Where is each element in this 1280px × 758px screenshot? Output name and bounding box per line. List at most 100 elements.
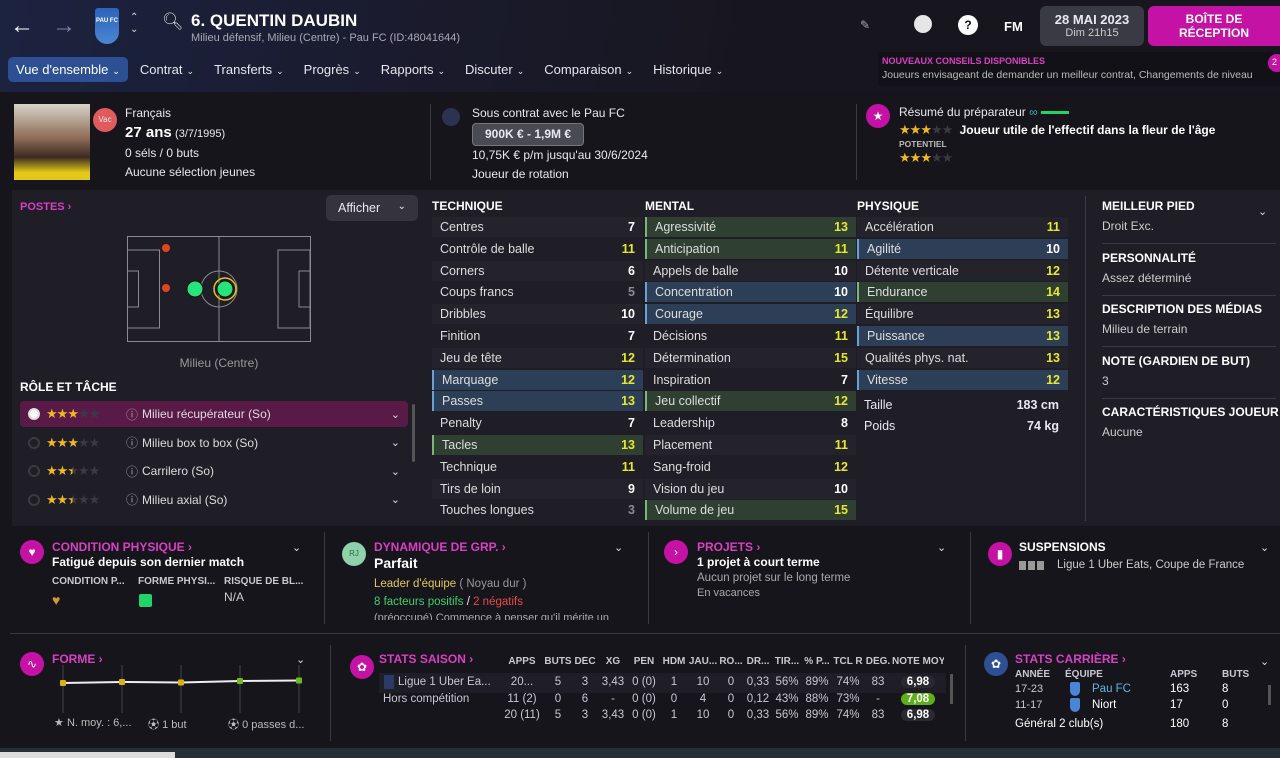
value-tag[interactable]: 900K € - 1,9M € (472, 123, 585, 146)
inbox-button[interactable]: BOÎTE DE RÉCEPTION (1148, 6, 1280, 46)
attribute-row[interactable]: Technique 11 (432, 457, 643, 477)
form-point[interactable] (178, 679, 184, 686)
attribute-row[interactable]: Penalty 7 (432, 413, 643, 433)
season-header[interactable]: DÉC (574, 656, 596, 667)
season-header[interactable]: JAU... (688, 656, 718, 667)
season-header[interactable]: TIR... (774, 656, 800, 667)
attribute-row[interactable]: Finition 7 (432, 326, 643, 346)
attribute-row[interactable]: Jeu de tête 12 (432, 347, 643, 368)
role-row[interactable]: ★★★★★ ⓘ Milieu axial (So) ⌄ (20, 487, 408, 513)
attribute-row[interactable]: Puissance 13 (857, 326, 1068, 346)
form-point[interactable] (60, 680, 66, 686)
tab-0[interactable]: Vue d'ensemble ⌄ (8, 57, 128, 82)
career-header[interactable]: BUTS (1222, 669, 1250, 680)
roles-scrollbar[interactable] (412, 404, 415, 462)
attribute-row[interactable]: Équilibre 13 (857, 304, 1068, 325)
season-header[interactable]: NOTE MOY (892, 656, 944, 667)
help-icon[interactable]: ? (958, 15, 978, 35)
attribute-row[interactable]: Détermination 15 (645, 347, 856, 368)
attribute-row[interactable]: Décisions 11 (645, 326, 856, 346)
chevron-down-icon[interactable]: ⌄ (296, 654, 306, 666)
attribute-row[interactable]: Placement 11 (645, 435, 856, 455)
player-switch-arrows-icon[interactable]: ⌃ ⌄ (130, 12, 139, 35)
role-radio[interactable] (28, 436, 40, 449)
season-header[interactable]: BUTS (544, 656, 572, 667)
attribute-row[interactable]: Vitesse 12 (857, 369, 1068, 390)
season-header[interactable]: APPS (508, 656, 536, 667)
date-button[interactable]: 28 MAI 2023 Dim 21h15 (1040, 6, 1144, 46)
attribute-row[interactable]: Corners 6 (432, 260, 643, 281)
season-header[interactable]: HDM (662, 656, 686, 667)
attribute-row[interactable]: Coups francs 5 (432, 282, 643, 302)
chevron-down-icon[interactable]: ⌄ (937, 542, 947, 554)
attribute-row[interactable]: Dribbles 10 (432, 304, 643, 325)
chevron-down-icon[interactable]: ⌄ (1260, 656, 1270, 668)
chevron-down-icon[interactable]: ⌄ (390, 494, 400, 506)
globe-icon[interactable] (914, 15, 932, 33)
attribute-row[interactable]: Sang-froid 12 (645, 457, 856, 477)
news-banner[interactable]: NOUVEAUX CONSEILS DISPONIBLES Joueurs en… (878, 52, 1280, 86)
role-row[interactable]: ★★★★★ ⓘ Milieu récupérateur (So) ⌄ (20, 401, 408, 427)
attribute-row[interactable]: Courage 12 (645, 304, 856, 325)
attribute-row[interactable]: Touches longues 3 (432, 500, 643, 520)
edit-pencil-icon[interactable]: ✎ (860, 18, 871, 32)
career-club[interactable]: Pau FC (1092, 683, 1131, 695)
condition-link[interactable]: CONDITION PHYSIQUE › (52, 540, 193, 554)
fm-menu-button[interactable]: FM (1004, 19, 1023, 34)
attribute-row[interactable]: Marquage 12 (432, 369, 643, 390)
tab-1[interactable]: Contrat ⌄ (132, 57, 202, 82)
career-club[interactable]: Niort (1092, 699, 1117, 711)
role-radio[interactable] (28, 408, 40, 420)
chevron-down-icon[interactable]: ⌄ (390, 465, 400, 478)
career-header[interactable]: ÉQUIPE (1065, 669, 1103, 680)
chevron-down-icon[interactable]: ⌄ (292, 542, 302, 554)
projects-link[interactable]: PROJETS › (697, 540, 761, 554)
form-point[interactable] (296, 677, 302, 684)
chevron-down-icon[interactable]: ⌄ (1258, 206, 1268, 218)
career-header[interactable]: APPS (1170, 669, 1198, 680)
career-header[interactable]: ANNÉE (1015, 669, 1051, 680)
display-dropdown[interactable]: Afficher ⌄ (326, 195, 418, 221)
club-badge[interactable]: PAU FC (95, 8, 119, 44)
positive-factors[interactable]: 8 facteurs positifs (374, 596, 464, 608)
form-point[interactable] (119, 679, 125, 685)
form-link[interactable]: FORME › (52, 652, 103, 666)
career-stats-link[interactable]: STATS CARRIÈRE › (1015, 652, 1126, 666)
season-stats-link[interactable]: STATS SAISON › (379, 652, 474, 666)
attribute-row[interactable]: Concentration 10 (645, 282, 856, 303)
chevron-down-icon[interactable]: ⌄ (390, 408, 400, 421)
tab-7[interactable]: Historique ⌄ (645, 57, 731, 82)
tab-3[interactable]: Progrès ⌄ (296, 57, 369, 82)
attribute-row[interactable]: Passes 13 (432, 391, 643, 412)
tab-4[interactable]: Rapports ⌄ (373, 57, 453, 82)
attribute-row[interactable]: Anticipation 11 (645, 238, 856, 259)
tab-6[interactable]: Comparaison ⌄ (536, 57, 641, 82)
role-row[interactable]: ★★★★★ ⓘ Milieu box to box (So) ⌄ (20, 430, 408, 456)
attribute-row[interactable]: Appels de balle 10 (645, 260, 856, 281)
positions-link[interactable]: POSTES › (20, 201, 72, 213)
competition-name[interactable]: Hors compétition (383, 692, 470, 705)
season-header[interactable]: DÉG. (865, 656, 891, 667)
career-scrollbar[interactable] (1268, 685, 1271, 705)
search-icon[interactable]: 🔍︎ (162, 12, 184, 31)
season-header[interactable]: RO... (719, 656, 743, 667)
competition-name[interactable]: Ligue 1 Uber Ea... (398, 676, 491, 688)
tab-2[interactable]: Transferts ⌄ (206, 57, 292, 82)
role-row[interactable]: ★★★★★ ⓘ Carrilero (So) ⌄ (20, 458, 408, 484)
attribute-row[interactable]: Accélération 11 (857, 217, 1068, 237)
attribute-row[interactable]: Tacles 13 (432, 435, 643, 455)
forward-arrow-icon[interactable]: → (52, 12, 76, 39)
info-icon[interactable]: ⓘ (126, 464, 139, 479)
season-header[interactable]: DR... (746, 656, 770, 667)
tab-5[interactable]: Discuter ⌄ (457, 57, 532, 82)
attribute-row[interactable]: Volume de jeu 15 (645, 500, 856, 521)
attribute-row[interactable]: Agilité 10 (857, 238, 1068, 259)
info-icon[interactable]: ⓘ (126, 407, 139, 422)
season-header[interactable]: PEN (633, 656, 655, 667)
attribute-row[interactable]: Leadership 8 (645, 413, 856, 433)
attribute-row[interactable]: Endurance 14 (857, 282, 1068, 303)
season-header[interactable]: XG (605, 656, 621, 667)
season-header[interactable]: TCL R (833, 656, 863, 667)
info-icon[interactable]: ⓘ (126, 493, 139, 507)
attribute-row[interactable]: Jeu collectif 12 (645, 391, 856, 412)
